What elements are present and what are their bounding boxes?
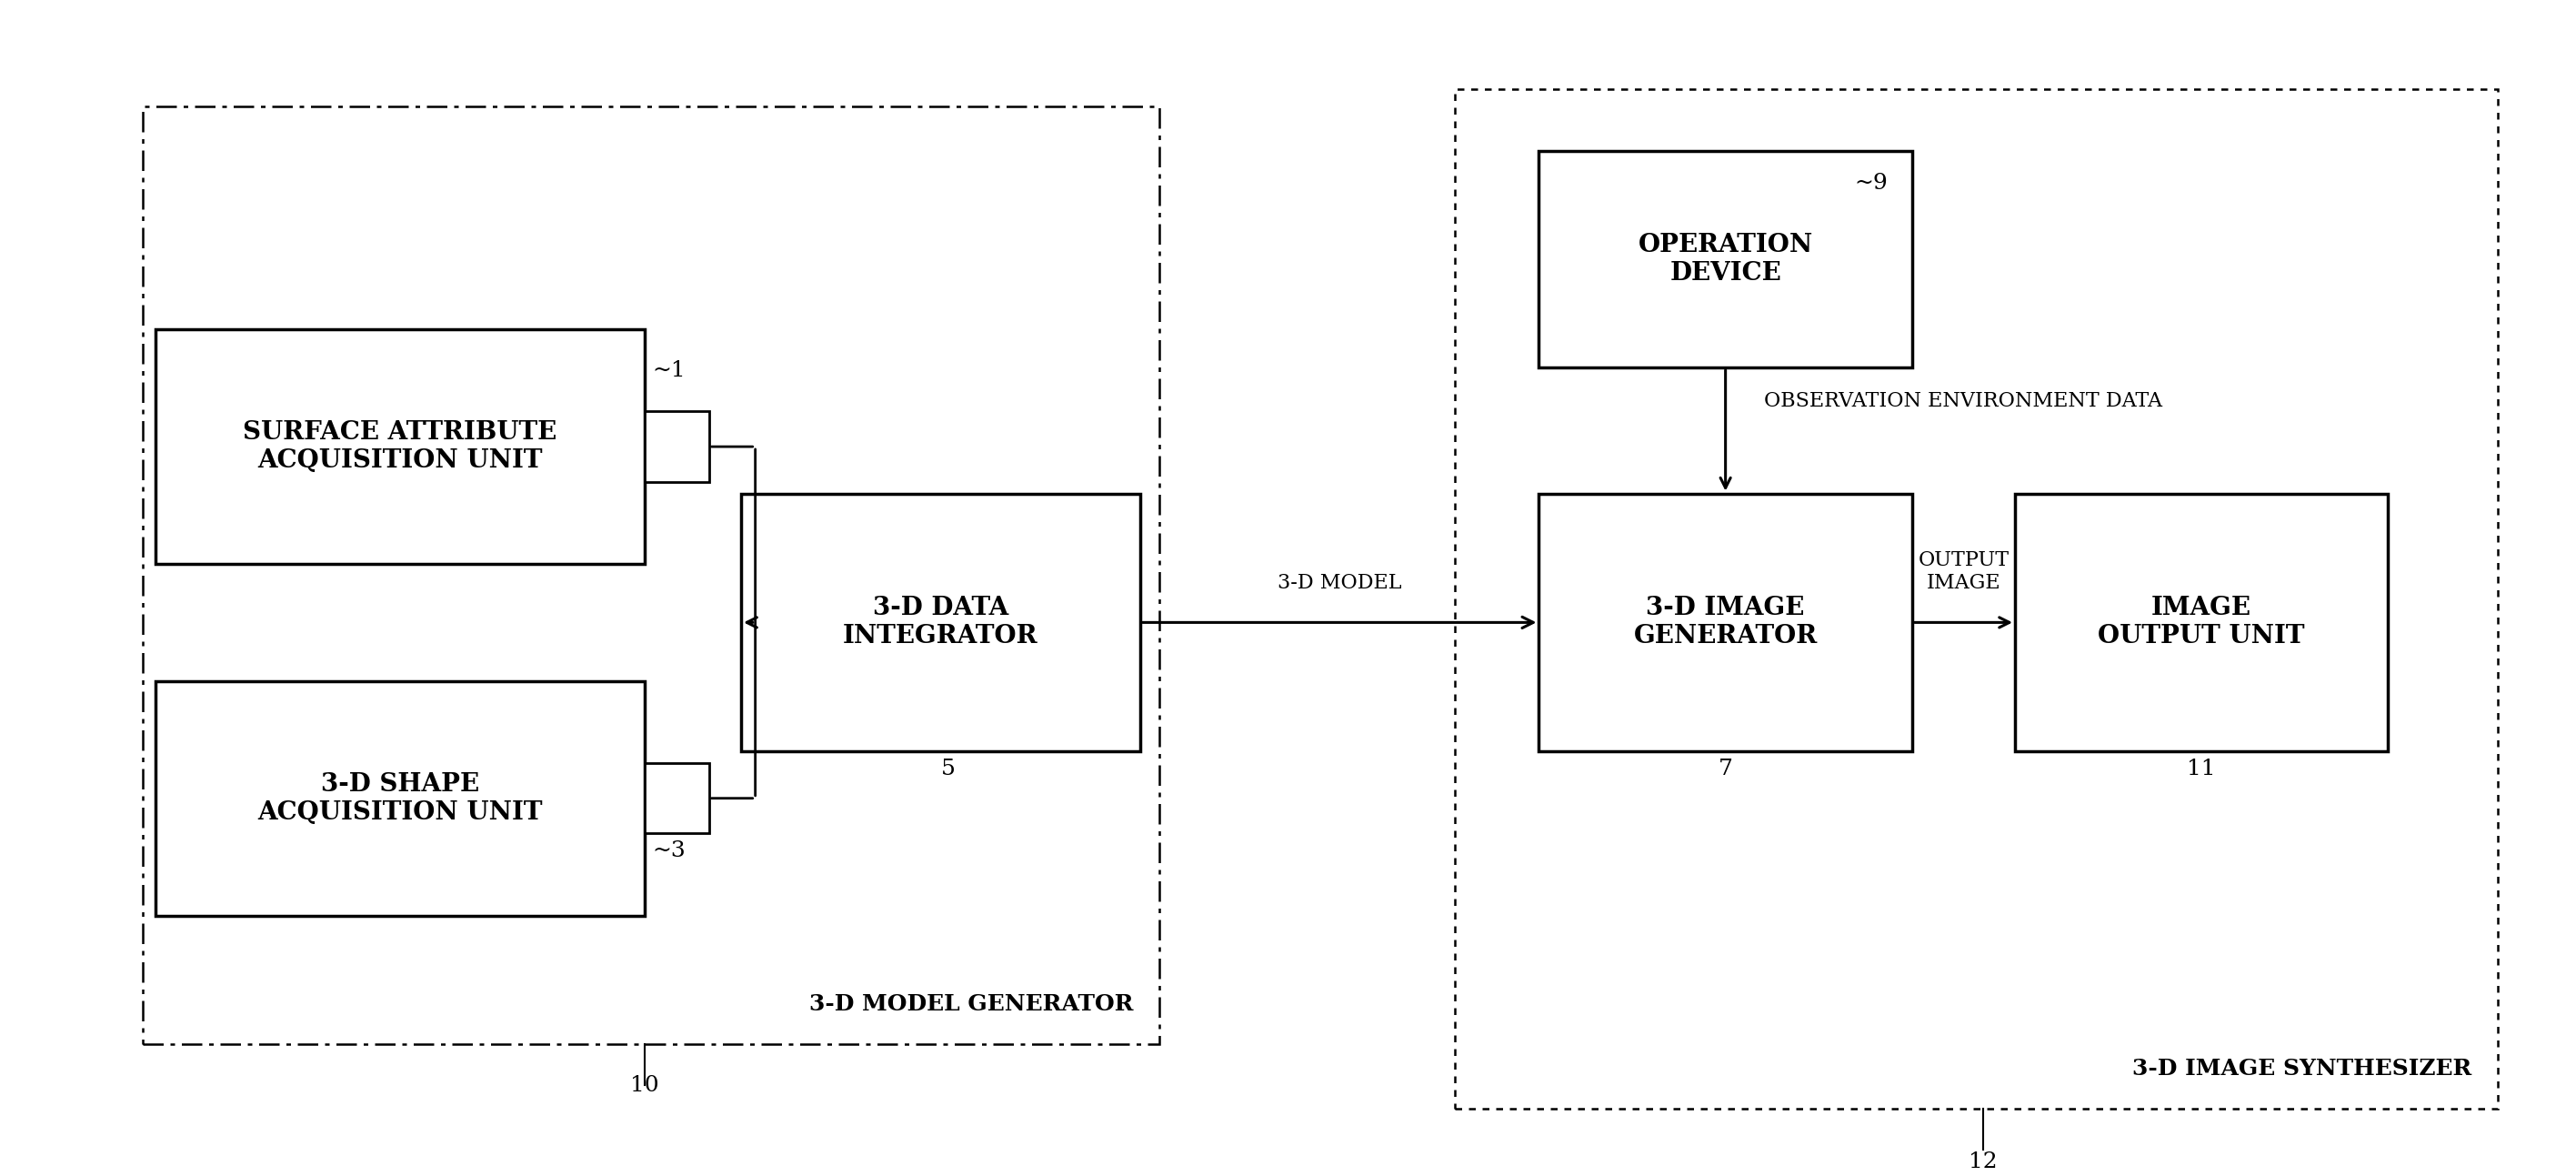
Text: OPERATION
DEVICE: OPERATION DEVICE (1638, 233, 1814, 286)
Bar (142, 107, 1159, 1044)
Text: ~3: ~3 (652, 841, 685, 862)
Text: 12: 12 (1968, 1151, 1996, 1172)
Text: 3-D MODEL: 3-D MODEL (1278, 573, 1401, 593)
Text: 5: 5 (940, 759, 956, 780)
Bar (155, 681, 644, 915)
Text: SURFACE ATTRIBUTE
ACQUISITION UNIT: SURFACE ATTRIBUTE ACQUISITION UNIT (242, 420, 556, 473)
Bar (155, 329, 644, 563)
Bar (1538, 494, 1911, 751)
Text: 3-D DATA
INTEGRATOR: 3-D DATA INTEGRATOR (842, 596, 1038, 649)
Text: OUTPUT
IMAGE: OUTPUT IMAGE (1919, 550, 2009, 593)
Text: 3-D MODEL GENERATOR: 3-D MODEL GENERATOR (809, 994, 1133, 1015)
Text: 11: 11 (2187, 759, 2215, 780)
Text: IMAGE
OUTPUT UNIT: IMAGE OUTPUT UNIT (2099, 596, 2306, 649)
Bar (1455, 89, 2499, 1109)
Bar (742, 494, 1141, 751)
Text: ~9: ~9 (1855, 173, 1888, 193)
Bar (644, 763, 708, 834)
Text: OBSERVATION ENVIRONMENT DATA: OBSERVATION ENVIRONMENT DATA (1765, 392, 2161, 412)
Bar (2014, 494, 2388, 751)
Text: ~1: ~1 (652, 360, 685, 381)
Bar (644, 412, 708, 482)
Text: 3-D SHAPE
ACQUISITION UNIT: 3-D SHAPE ACQUISITION UNIT (258, 771, 544, 824)
Text: 3-D IMAGE
GENERATOR: 3-D IMAGE GENERATOR (1633, 596, 1819, 649)
Text: 10: 10 (631, 1075, 659, 1096)
Bar (1538, 151, 1911, 368)
Text: 7: 7 (1718, 759, 1734, 780)
Text: 3-D IMAGE SYNTHESIZER: 3-D IMAGE SYNTHESIZER (2133, 1057, 2473, 1080)
